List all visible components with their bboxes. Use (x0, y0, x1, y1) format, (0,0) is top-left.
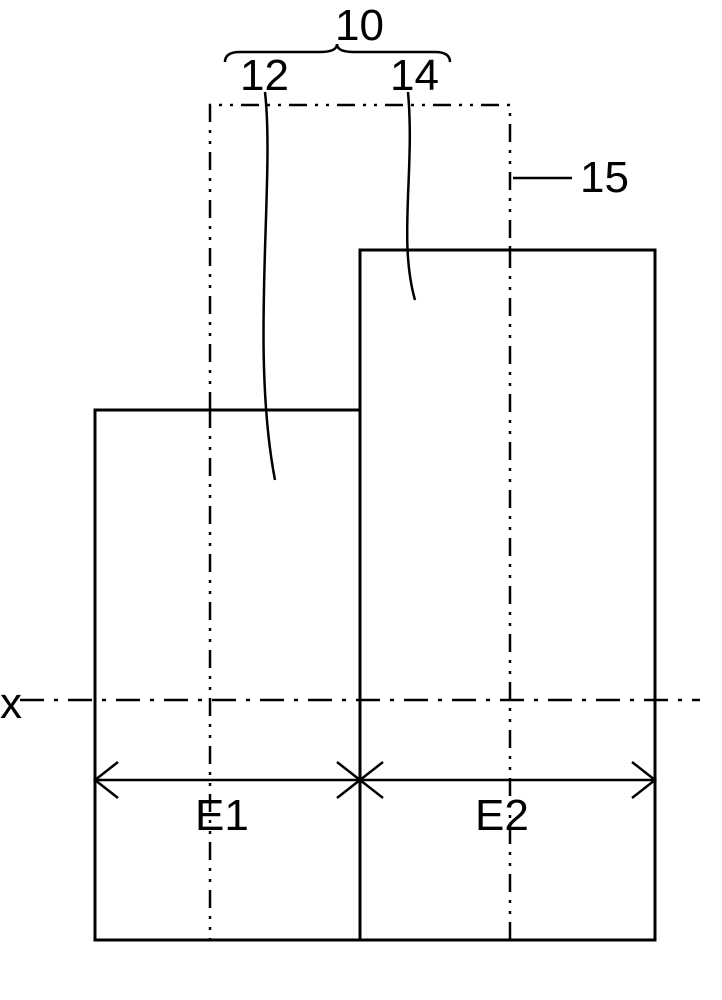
dim-e1-label: E1 (195, 791, 249, 840)
label-14: 14 (390, 51, 439, 100)
x-axis-label: x (0, 679, 22, 728)
dim-e2-label: E2 (475, 791, 529, 840)
leader-14 (407, 92, 415, 300)
dim-group (95, 762, 655, 798)
label-15: 15 (580, 153, 629, 202)
leader-12 (263, 92, 275, 480)
label-10: 10 (335, 1, 384, 50)
diagram-canvas: x E1 E2 10 12 14 15 (0, 0, 722, 1000)
rect-left (95, 410, 360, 940)
